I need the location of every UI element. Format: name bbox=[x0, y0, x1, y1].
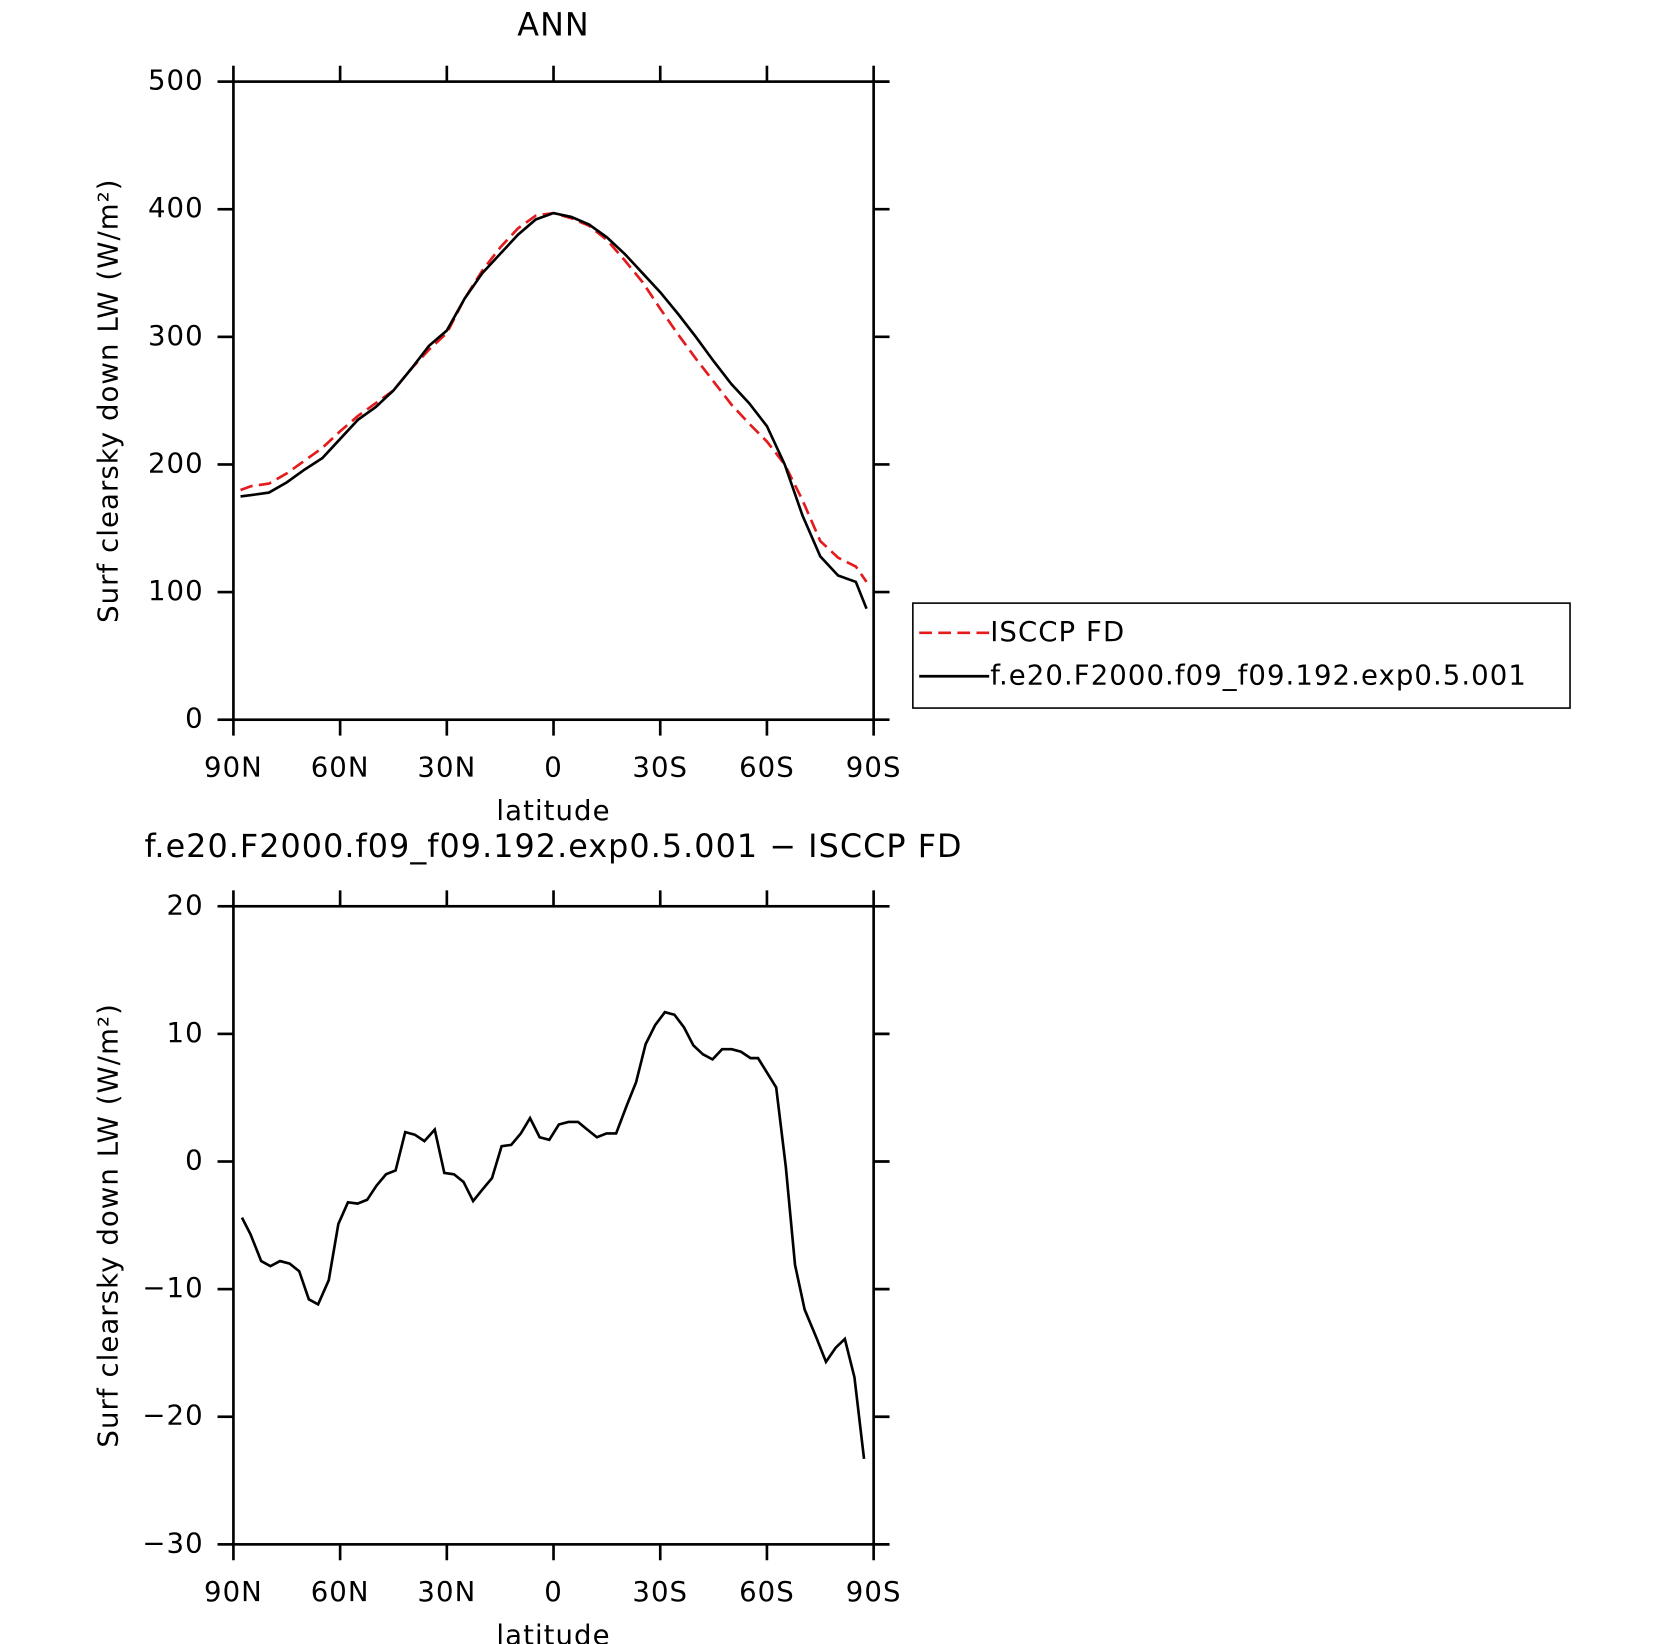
x-tick-label: 30S bbox=[632, 751, 688, 783]
x-tick-label: 90S bbox=[846, 1576, 902, 1608]
data-line bbox=[240, 1010, 866, 1460]
x-axis-label: latitude bbox=[496, 1620, 610, 1644]
data-line bbox=[240, 211, 868, 583]
x-tick-label: 0 bbox=[544, 751, 563, 783]
x-axis-label: latitude bbox=[496, 795, 610, 827]
y-tick-label: 200 bbox=[148, 447, 204, 479]
data-line bbox=[240, 211, 868, 610]
chart-title: f.e20.F2000.f09_f09.192.exp0.5.001 − ISC… bbox=[144, 828, 962, 865]
y-tick-label: −20 bbox=[142, 1400, 203, 1432]
x-tick-label: 60N bbox=[311, 1576, 370, 1608]
y-tick-label: 0 bbox=[185, 1145, 204, 1177]
x-tick-label: 60N bbox=[311, 751, 370, 783]
x-tick-label: 30S bbox=[632, 1576, 688, 1608]
x-tick-label: 30N bbox=[417, 1576, 476, 1608]
chart-title: ANN bbox=[517, 6, 589, 43]
y-tick-label: 500 bbox=[148, 65, 204, 97]
x-tick-label: 0 bbox=[544, 1576, 563, 1608]
y-tick-label: 300 bbox=[148, 320, 204, 352]
y-tick-label: 10 bbox=[167, 1017, 204, 1049]
x-tick-label: 90N bbox=[204, 751, 263, 783]
legend-label: ISCCP FD bbox=[990, 616, 1125, 648]
legend-label: f.e20.F2000.f09_f09.192.exp0.5.001 bbox=[990, 659, 1527, 691]
x-tick-label: 60S bbox=[739, 751, 795, 783]
y-tick-label: 100 bbox=[148, 575, 204, 607]
x-tick-label: 60S bbox=[739, 1576, 795, 1608]
plot-frame bbox=[232, 904, 875, 1546]
y-tick-label: 400 bbox=[148, 192, 204, 224]
legend-box bbox=[912, 602, 1571, 709]
y-axis-label: Surf clearsky down LW (W/m²) bbox=[92, 178, 124, 623]
y-tick-label: −30 bbox=[142, 1527, 203, 1559]
y-tick-label: 20 bbox=[167, 889, 204, 921]
y-tick-label: −10 bbox=[142, 1272, 203, 1304]
plot-frame bbox=[232, 80, 875, 722]
x-tick-label: 30N bbox=[417, 751, 476, 783]
y-axis-label: Surf clearsky down LW (W/m²) bbox=[92, 1003, 124, 1448]
x-tick-label: 90S bbox=[846, 751, 902, 783]
y-tick-label: 0 bbox=[185, 703, 204, 735]
x-tick-label: 90N bbox=[204, 1576, 263, 1608]
